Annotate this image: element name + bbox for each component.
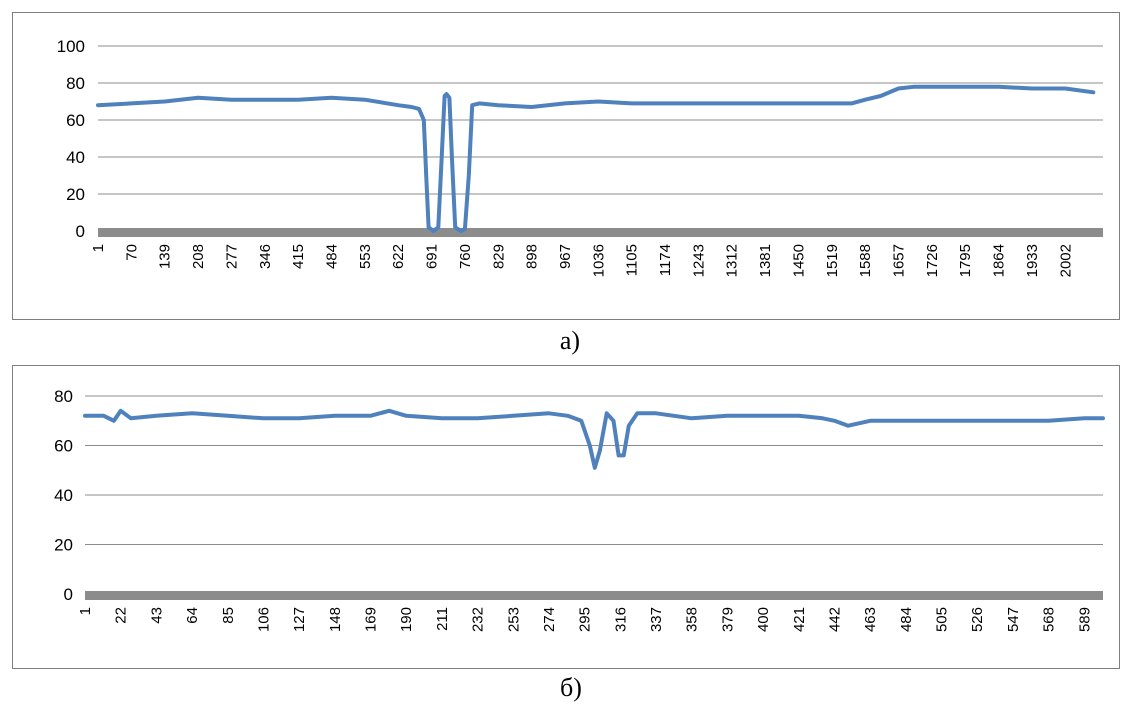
chart-b-x-axis xyxy=(85,591,1103,600)
chart-b-x-tick-label: 190 xyxy=(398,607,415,632)
chart-b-x-tick-label: 316 xyxy=(612,607,629,632)
chart-b-y-tick-label: 20 xyxy=(54,536,73,555)
chart-a-x-tick-label: 1864 xyxy=(991,244,1008,277)
chart-b: 0 20 40 60 80 1 22 43 64 85 106 127 148 169 190 211 232 2… xyxy=(54,387,1105,632)
chart-b-x-tick-label: 232 xyxy=(470,607,487,632)
chart-b-x-tick-label: 589 xyxy=(1076,607,1093,632)
chart-b-y-tick-label: 0 xyxy=(64,585,73,604)
chart-b-series-line xyxy=(83,408,1105,470)
chart-a-x-tick-label: 208 xyxy=(190,244,207,269)
chart-b-x-tick-label: 295 xyxy=(577,607,594,632)
chart-b-x-tick-label: 85 xyxy=(220,607,237,624)
chart-a-x-tick-label: 1036 xyxy=(590,244,607,277)
chart-a-x-tick-label: 1588 xyxy=(857,244,874,277)
chart-b-x-tick-label: 253 xyxy=(505,607,522,632)
chart-b-x-tick-label: 568 xyxy=(1041,607,1058,632)
chart-b-x-tick-label: 547 xyxy=(1005,607,1022,632)
chart-b-x-tick-label: 43 xyxy=(148,607,165,624)
chart-a-x-tick-label: 139 xyxy=(157,244,174,269)
chart-a-x-tick-label: 1657 xyxy=(891,244,908,277)
chart-a-x-tick-label: 1243 xyxy=(690,244,707,277)
chart-b-y-tick-label: 60 xyxy=(54,437,73,456)
chart-a-x-tick-label: 622 xyxy=(390,244,407,269)
chart-a-series-line xyxy=(96,84,1096,233)
chart-b-x-tick-label: 106 xyxy=(255,607,272,632)
chart-a-x-tick-label: 70 xyxy=(123,244,140,261)
chart-a-y-tick-label: 40 xyxy=(66,148,85,167)
chart-b-x-tick-label: 169 xyxy=(363,607,380,632)
chart-b-x-tick-label: 379 xyxy=(719,607,736,632)
chart-b-x-tick-label: 358 xyxy=(684,607,701,632)
chart-a-x-tick-label: 967 xyxy=(557,244,574,269)
chart-b-x-tick-label: 421 xyxy=(791,607,808,632)
chart-a-x-tick-label: 346 xyxy=(257,244,274,269)
chart-a-x-tick-label: 484 xyxy=(323,244,340,269)
chart-a-x-tick-label: 829 xyxy=(490,244,507,269)
chart-b-x-tick-label: 211 xyxy=(434,607,451,631)
chart-a-x-tick-label: 1381 xyxy=(757,244,774,277)
chart-b-caption: б) xyxy=(560,673,582,702)
chart-b-x-tick-label: 22 xyxy=(113,607,130,624)
chart-a-y-tick-label: 0 xyxy=(76,222,85,241)
chart-b-x-tick-label: 64 xyxy=(184,607,201,624)
chart-a-x-tick-label: 1933 xyxy=(1024,244,1041,277)
chart-a-x-tick-label: 898 xyxy=(524,244,541,269)
chart-b-x-tick-label: 127 xyxy=(291,607,308,632)
chart-b-x-tick-label: 442 xyxy=(826,607,843,632)
chart-a-x-tick-label: 553 xyxy=(357,244,374,269)
chart-b-frame: 0 20 40 60 80 1 22 43 64 85 106 127 148 169 190 211 232 2… xyxy=(12,365,1120,669)
chart-b-y-tick-label: 80 xyxy=(54,387,73,406)
chart-a-x-tick-label: 1 xyxy=(90,244,107,252)
chart-a-x-tick-label: 415 xyxy=(290,244,307,269)
chart-b-x-tick-label: 505 xyxy=(934,607,951,632)
chart-a-x-tick-label: 1312 xyxy=(724,244,741,277)
chart-a-x-tick-label: 1726 xyxy=(924,244,941,277)
chart-a-y-tick-label: 20 xyxy=(66,185,85,204)
chart-b-x-tick-label: 148 xyxy=(327,607,344,632)
chart-a-x-axis xyxy=(98,228,1103,237)
chart-b-x-tick-label: 400 xyxy=(755,607,772,632)
chart-a-frame: 0 20 40 60 80 100 1 70 139 208 277 346 415 484 553 622 6… xyxy=(12,12,1120,320)
chart-b-x-tick-label: 484 xyxy=(898,607,915,632)
chart-b-x-tick-label: 274 xyxy=(541,607,558,632)
chart-b-x-tick-label: 526 xyxy=(969,607,986,632)
chart-b-x-tick-label: 337 xyxy=(648,607,665,632)
chart-a-x-tick-label: 277 xyxy=(223,244,240,269)
chart-a-x-tick-label: 2002 xyxy=(1057,244,1074,277)
chart-b-x-tick-label: 463 xyxy=(862,607,879,632)
chart-b-y-tick-label: 40 xyxy=(54,486,73,505)
chart-a-y-tick-label: 80 xyxy=(66,74,85,93)
chart-a-x-tick-label: 691 xyxy=(424,244,441,269)
chart-a-x-tick-label: 1174 xyxy=(657,244,674,276)
chart-a-y-tick-label: 60 xyxy=(66,111,85,130)
chart-a: 0 20 40 60 80 100 1 70 139 208 277 346 415 484 553 622 6… xyxy=(57,37,1103,277)
chart-a-caption: а) xyxy=(559,326,581,355)
chart-a-x-tick-label: 1105 xyxy=(624,244,641,276)
chart-a-x-tick-label: 1450 xyxy=(790,244,807,277)
chart-b-x-tick-label: 1 xyxy=(77,607,94,615)
chart-a-y-tick-label: 100 xyxy=(57,37,85,56)
chart-a-x-tick-label: 1519 xyxy=(824,244,841,277)
chart-a-x-tick-label: 1795 xyxy=(957,244,974,277)
chart-a-x-tick-label: 760 xyxy=(457,244,474,269)
